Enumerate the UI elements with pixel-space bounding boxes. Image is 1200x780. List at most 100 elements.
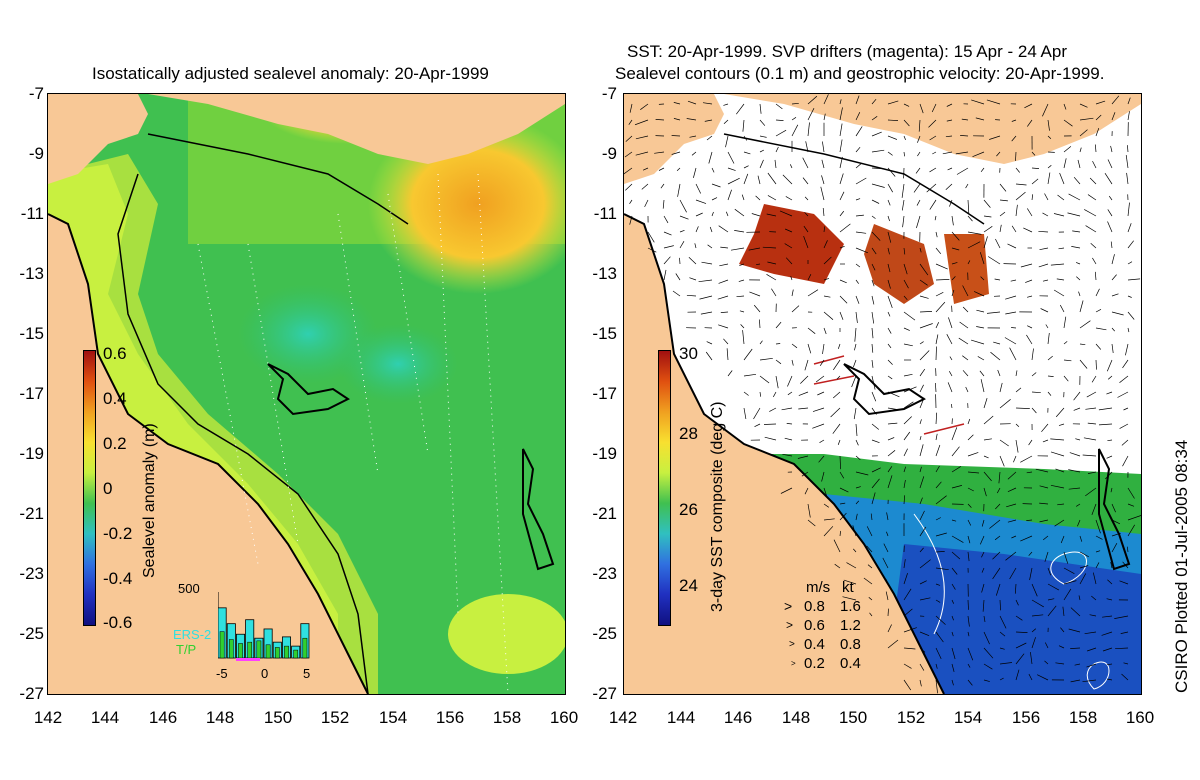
velocity-arrow [691, 151, 697, 156]
sl-cb-tick-3: 0 [103, 479, 113, 498]
velocity-arrow [822, 343, 825, 355]
velocity-arrow [955, 151, 969, 155]
velocity-arrow [948, 317, 953, 329]
velocity-arrow [807, 108, 815, 121]
coastline [48, 213, 369, 694]
velocity-arrow [995, 503, 1001, 510]
velocity-arrow [852, 525, 857, 537]
velocity-arrow [903, 466, 907, 473]
velocity-arrow [700, 311, 713, 315]
velocity-arrow [871, 215, 876, 219]
velocity-arrow [903, 386, 917, 393]
velocity-arrow [839, 173, 844, 185]
velocity-arrow [973, 291, 985, 297]
velocity-arrow [967, 503, 972, 508]
hist-tp-bar [265, 644, 271, 659]
velocity-arrow [1050, 451, 1065, 457]
velocity-arrow [784, 243, 793, 249]
velocity-arrow [693, 167, 697, 178]
velocity-arrow [882, 557, 889, 569]
velocity-arrow [836, 375, 841, 380]
velocity-arrow [1070, 607, 1081, 617]
velocity-arrow [887, 375, 893, 380]
velocity-arrow [782, 453, 793, 457]
velocity-arrow [887, 151, 893, 156]
velocity-arrow [759, 103, 762, 114]
velocity-arrow [885, 591, 889, 601]
velocity-arrow [1047, 172, 1051, 185]
velocity-arrow [1059, 172, 1065, 185]
velocity-arrow [903, 279, 909, 289]
legend-ms-0: 0.8 [804, 598, 825, 615]
velocity-arrow [784, 228, 793, 233]
velocity-arrow [1015, 204, 1018, 217]
velocity-arrow [855, 455, 861, 461]
left-xtick-4: 150 [263, 708, 293, 727]
velocity-arrow [999, 631, 1006, 637]
velocity-arrow [868, 597, 873, 601]
velocity-arrow [979, 535, 985, 545]
velocity-arrow [624, 151, 633, 158]
sl-cb-label: Sealevel anomaly (m) [141, 423, 158, 578]
velocity-arrow [807, 95, 818, 105]
velocity-arrow [1127, 311, 1135, 320]
velocity-arrow [967, 215, 973, 222]
left-ytick-5: -17 [19, 384, 44, 403]
velocity-arrow [1095, 519, 1101, 534]
shelf-edge-200m [117, 173, 369, 694]
velocity-arrow [1063, 158, 1067, 169]
velocity-arrow [854, 327, 857, 342]
velocity-arrow [663, 269, 667, 281]
velocity-arrow [798, 407, 809, 410]
velocity-arrow [979, 370, 985, 377]
velocity-arrow [725, 135, 729, 148]
velocity-arrow [903, 431, 911, 441]
velocity-arrow [1015, 423, 1020, 428]
velocity-arrow [823, 226, 826, 233]
velocity-arrow [959, 321, 969, 329]
left-ytick-6: -19 [19, 444, 44, 463]
velocity-arrow [962, 285, 969, 297]
sl-cb-tick-2: 0.2 [103, 434, 127, 453]
velocity-arrow [1111, 112, 1116, 121]
velocity-arrow [706, 341, 713, 345]
velocity-arrow [774, 159, 777, 169]
velocity-arrow [1107, 375, 1113, 380]
velocity-arrow [807, 289, 819, 297]
velocity-arrow [756, 263, 761, 266]
velocity-arrow [871, 343, 874, 353]
velocity-arrow [805, 141, 809, 153]
velocity-arrow [980, 276, 985, 281]
velocity-arrow [686, 118, 697, 121]
velocity-arrow [1079, 147, 1082, 153]
velocity-arrow [1106, 663, 1113, 666]
velocity-arrow [983, 487, 987, 497]
velocity-arrow [1027, 325, 1033, 329]
velocity-arrow [689, 135, 697, 138]
legend-arrow-1: > [786, 618, 794, 632]
velocity-arrow [1026, 471, 1033, 474]
velocity-arrow [951, 583, 956, 590]
velocity-arrow [919, 647, 926, 653]
velocity-arrow [1047, 135, 1052, 140]
velocity-arrow [1055, 407, 1065, 418]
velocity-arrow [1005, 311, 1017, 315]
velocity-arrow [1007, 519, 1017, 523]
velocity-arrow [967, 631, 970, 637]
velocity-arrow [1095, 308, 1102, 313]
velocity-arrow [887, 100, 899, 105]
velocity-arrow [951, 247, 960, 251]
velocity-arrow [775, 359, 782, 365]
velocity-arrow [635, 151, 649, 156]
velocity-arrow [660, 183, 665, 189]
coastline-right [624, 213, 945, 694]
velocity-arrow [903, 480, 906, 489]
velocity-arrow [935, 465, 940, 473]
velocity-arrow [823, 487, 828, 499]
velocity-arrow [707, 244, 713, 249]
velocity-arrow [834, 563, 841, 569]
velocity-arrow [919, 436, 922, 441]
velocity-arrow [839, 156, 843, 169]
sealevel-map-svg [48, 94, 565, 694]
velocity-arrow [855, 513, 858, 521]
